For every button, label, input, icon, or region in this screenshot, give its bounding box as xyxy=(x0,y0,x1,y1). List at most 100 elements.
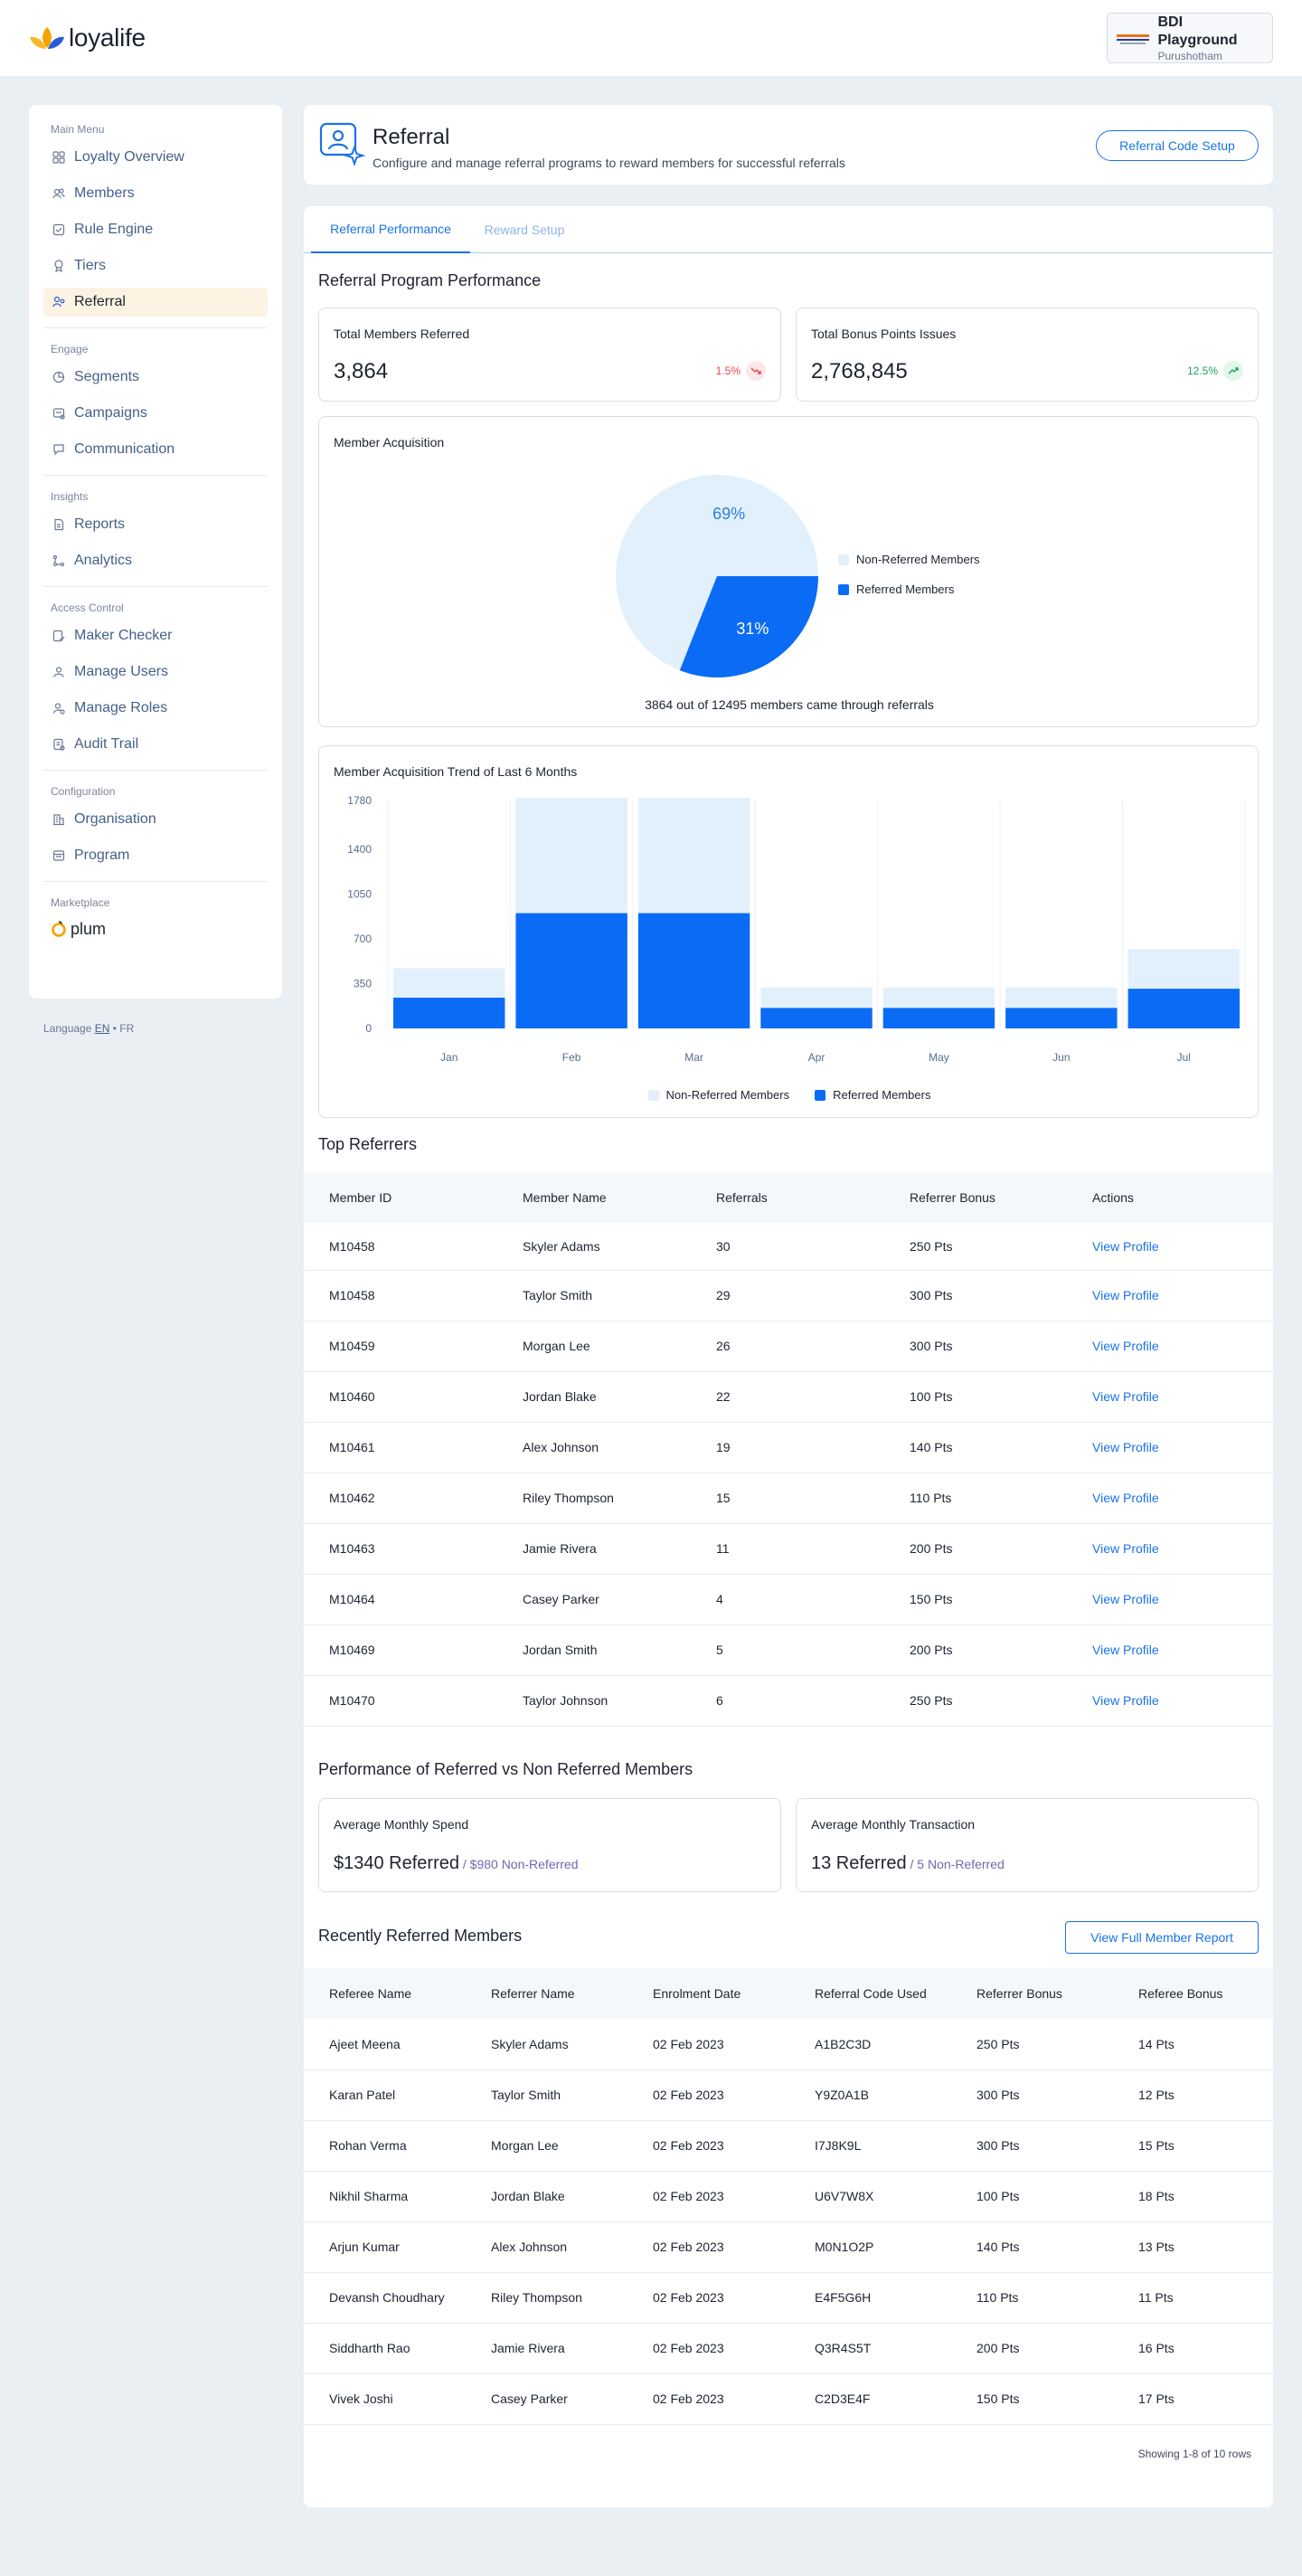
view-profile-link[interactable]: View Profile xyxy=(1092,1238,1159,1254)
bar-referred-jun[interactable] xyxy=(1005,1008,1118,1028)
view-profile-link[interactable]: View Profile xyxy=(1092,1693,1159,1708)
pie-slice-non-referred[interactable] xyxy=(616,475,818,671)
sidebar-item-program[interactable]: Program xyxy=(43,841,268,870)
view-profile-link[interactable]: View Profile xyxy=(1092,1389,1159,1404)
table-cell: Riley Thompson xyxy=(466,2272,627,2324)
leaf-logo-icon xyxy=(30,27,64,49)
language-switcher[interactable]: Language EN • FR xyxy=(43,1022,134,1035)
referral-code-setup-button[interactable]: Referral Code Setup xyxy=(1096,130,1259,161)
table-cell: 100 Pts xyxy=(951,2171,1113,2222)
sidebar-item-label: Audit Trail xyxy=(74,736,139,752)
table-cell: 250 Pts xyxy=(951,2019,1113,2070)
sidebar-item-rule-engine[interactable]: Rule Engine xyxy=(43,215,268,244)
column-header: Referee Name xyxy=(304,1968,466,2019)
sidebar-item-manage-users[interactable]: Manage Users xyxy=(43,658,268,687)
sidebar-item-loyalty-overview[interactable]: Loyalty Overview xyxy=(43,143,268,172)
sidebar-section-title: Configuration xyxy=(51,785,116,798)
sidebar-section-title: Insights xyxy=(51,490,89,503)
lang-fr-option[interactable]: FR xyxy=(119,1022,135,1035)
tab-referral-performance[interactable]: Referral Performance xyxy=(311,206,470,253)
account-switcher[interactable]: BDI Playground Purushotham xyxy=(1107,13,1273,63)
table-cell: 22 xyxy=(691,1371,884,1423)
legend-item-non-referred: Non-Referred Members xyxy=(647,1088,789,1102)
table-cell: 110 Pts xyxy=(884,1473,1067,1524)
table-cell: Casey Parker xyxy=(497,1574,691,1625)
grid-icon xyxy=(52,151,65,164)
view-profile-link[interactable]: View Profile xyxy=(1092,1339,1159,1353)
bar-referred-apr[interactable] xyxy=(760,1008,873,1028)
view-full-report-button[interactable]: View Full Member Report xyxy=(1065,1921,1259,1954)
table-cell: Vivek Joshi xyxy=(304,2373,466,2425)
stat-change-value: 12.5% xyxy=(1186,365,1218,377)
sidebar-item-members[interactable]: Members xyxy=(43,179,268,208)
sidebar-item-segments[interactable]: Segments xyxy=(43,363,268,392)
view-profile-link[interactable]: View Profile xyxy=(1092,1288,1159,1302)
legend-item-non-referred: Non-Referred Members xyxy=(838,553,980,566)
bar-referred-mar[interactable] xyxy=(637,913,750,1028)
table-row: M10461 Alex Johnson 19 140 Pts View Profile xyxy=(304,1422,1273,1473)
y-tick-label: 700 xyxy=(354,933,372,945)
view-profile-link[interactable]: View Profile xyxy=(1092,1643,1159,1657)
bar-non-referred-jan[interactable] xyxy=(393,968,505,999)
bar-non-referred-jun[interactable] xyxy=(1005,987,1118,1009)
view-profile-link[interactable]: View Profile xyxy=(1092,1541,1159,1556)
table-cell: 11 xyxy=(691,1523,884,1575)
table-cell: 02 Feb 2023 xyxy=(627,2323,789,2374)
sidebar-item-communication[interactable]: Communication xyxy=(43,435,268,464)
bar-non-referred-mar[interactable] xyxy=(637,798,750,914)
analytics-icon xyxy=(52,554,65,567)
table-cell: M10459 xyxy=(304,1321,497,1372)
table-row: M10469 Jordan Smith 5 200 Pts View Profile xyxy=(304,1624,1273,1676)
bar-non-referred-may[interactable] xyxy=(882,987,995,1009)
sidebar-item-label: Referral xyxy=(74,294,126,309)
sidebar-item-audit-trail[interactable]: Audit Trail xyxy=(43,730,268,759)
app-logo[interactable]: loyalife xyxy=(29,24,146,52)
x-tick-label: Jan xyxy=(440,1051,458,1064)
table-cell: 13 Pts xyxy=(1113,2221,1273,2273)
table-cell: 4 xyxy=(691,1574,884,1625)
sidebar-section-title: Main Menu xyxy=(51,123,105,136)
column-header: Referee Bonus xyxy=(1113,1968,1273,2019)
table-cell: 02 Feb 2023 xyxy=(627,2272,789,2324)
checker-icon xyxy=(52,630,65,642)
legend-swatch xyxy=(647,1089,659,1101)
bar-referred-feb[interactable] xyxy=(515,913,627,1028)
sidebar-item-campaigns[interactable]: Campaigns xyxy=(43,399,268,428)
view-profile-link[interactable]: View Profile xyxy=(1092,1592,1159,1606)
table-cell: 250 Pts xyxy=(884,1675,1067,1727)
tab-reward-setup[interactable]: Reward Setup xyxy=(484,223,565,237)
sidebar-item-maker-checker[interactable]: Maker Checker xyxy=(43,621,268,650)
page-subtitle: Configure and manage referral programs t… xyxy=(373,156,845,170)
stat-card-members-referred: Total Members Referred 3,864 1.5% xyxy=(318,308,781,402)
marketplace-plum-item[interactable]: plum xyxy=(43,916,268,942)
lang-en-option[interactable]: EN xyxy=(94,1022,110,1035)
sidebar-item-manage-roles[interactable]: Manage Roles xyxy=(43,694,268,723)
sidebar-item-organisation[interactable]: Organisation xyxy=(43,805,268,834)
account-user: Purushotham xyxy=(1157,50,1222,62)
column-header: Referral Code Used xyxy=(789,1968,951,2019)
bar-referred-may[interactable] xyxy=(882,1008,995,1028)
table-cell: View Profile xyxy=(1067,1371,1273,1423)
pie-label-non-referred: 69% xyxy=(712,505,745,523)
bar-non-referred-apr[interactable] xyxy=(760,987,873,1009)
bar-non-referred-feb[interactable] xyxy=(515,798,627,914)
sidebar-item-referral[interactable]: Referral xyxy=(43,288,268,317)
sidebar-item-tiers[interactable]: Tiers xyxy=(43,251,268,280)
bar-non-referred-jul[interactable] xyxy=(1127,949,1240,990)
bar-referred-jul[interactable] xyxy=(1127,989,1240,1028)
sidebar-item-analytics[interactable]: Analytics xyxy=(43,546,268,575)
sidebar-section-title: Access Control xyxy=(51,601,124,614)
y-tick-label: 0 xyxy=(365,1022,372,1035)
table-cell: M10469 xyxy=(304,1624,497,1676)
sidebar-item-reports[interactable]: Reports xyxy=(43,510,268,539)
plum-label: plum xyxy=(71,919,107,938)
bar-referred-jan[interactable] xyxy=(393,998,505,1028)
table-cell: Casey Parker xyxy=(466,2373,627,2425)
view-profile-link[interactable]: View Profile xyxy=(1092,1491,1159,1505)
table-cell: View Profile xyxy=(1067,1574,1273,1625)
avg-transaction-values: 13 Referred / 5 Non-Referred xyxy=(811,1853,1005,1874)
view-profile-link[interactable]: View Profile xyxy=(1092,1440,1159,1454)
chat-icon xyxy=(53,444,64,456)
non-referred-value: / 5 Non-Referred xyxy=(910,1857,1005,1871)
pie-slice-referred[interactable] xyxy=(679,576,818,677)
